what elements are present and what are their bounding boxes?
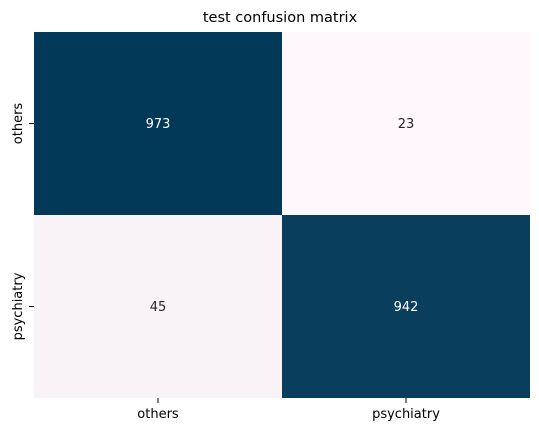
cell-value-others-psychiatry: 23 xyxy=(398,117,415,132)
y-tick-label-others: others xyxy=(11,103,26,145)
cell-value-psychiatry-psychiatry: 942 xyxy=(394,300,419,315)
heatmap-annotations: 973 23 45 942 xyxy=(146,117,419,315)
heatmap-cell-others-others xyxy=(34,32,282,215)
cell-value-others-others: 973 xyxy=(146,117,171,132)
cell-value-psychiatry-others: 45 xyxy=(150,300,167,315)
heatmap-cell-psychiatry-others xyxy=(34,215,282,398)
heatmap-cell-others-psychiatry xyxy=(282,32,530,215)
x-axis: others psychiatry xyxy=(137,398,440,422)
x-tick-label-psychiatry: psychiatry xyxy=(372,407,440,422)
y-tick-label-psychiatry: psychiatry xyxy=(11,272,26,340)
chart-title: test confusion matrix xyxy=(203,10,358,26)
heatmap-cell-psychiatry-psychiatry xyxy=(282,215,530,398)
y-axis: others psychiatry xyxy=(11,103,34,340)
x-tick-label-others: others xyxy=(137,407,179,422)
heatmap-cells xyxy=(34,32,530,398)
